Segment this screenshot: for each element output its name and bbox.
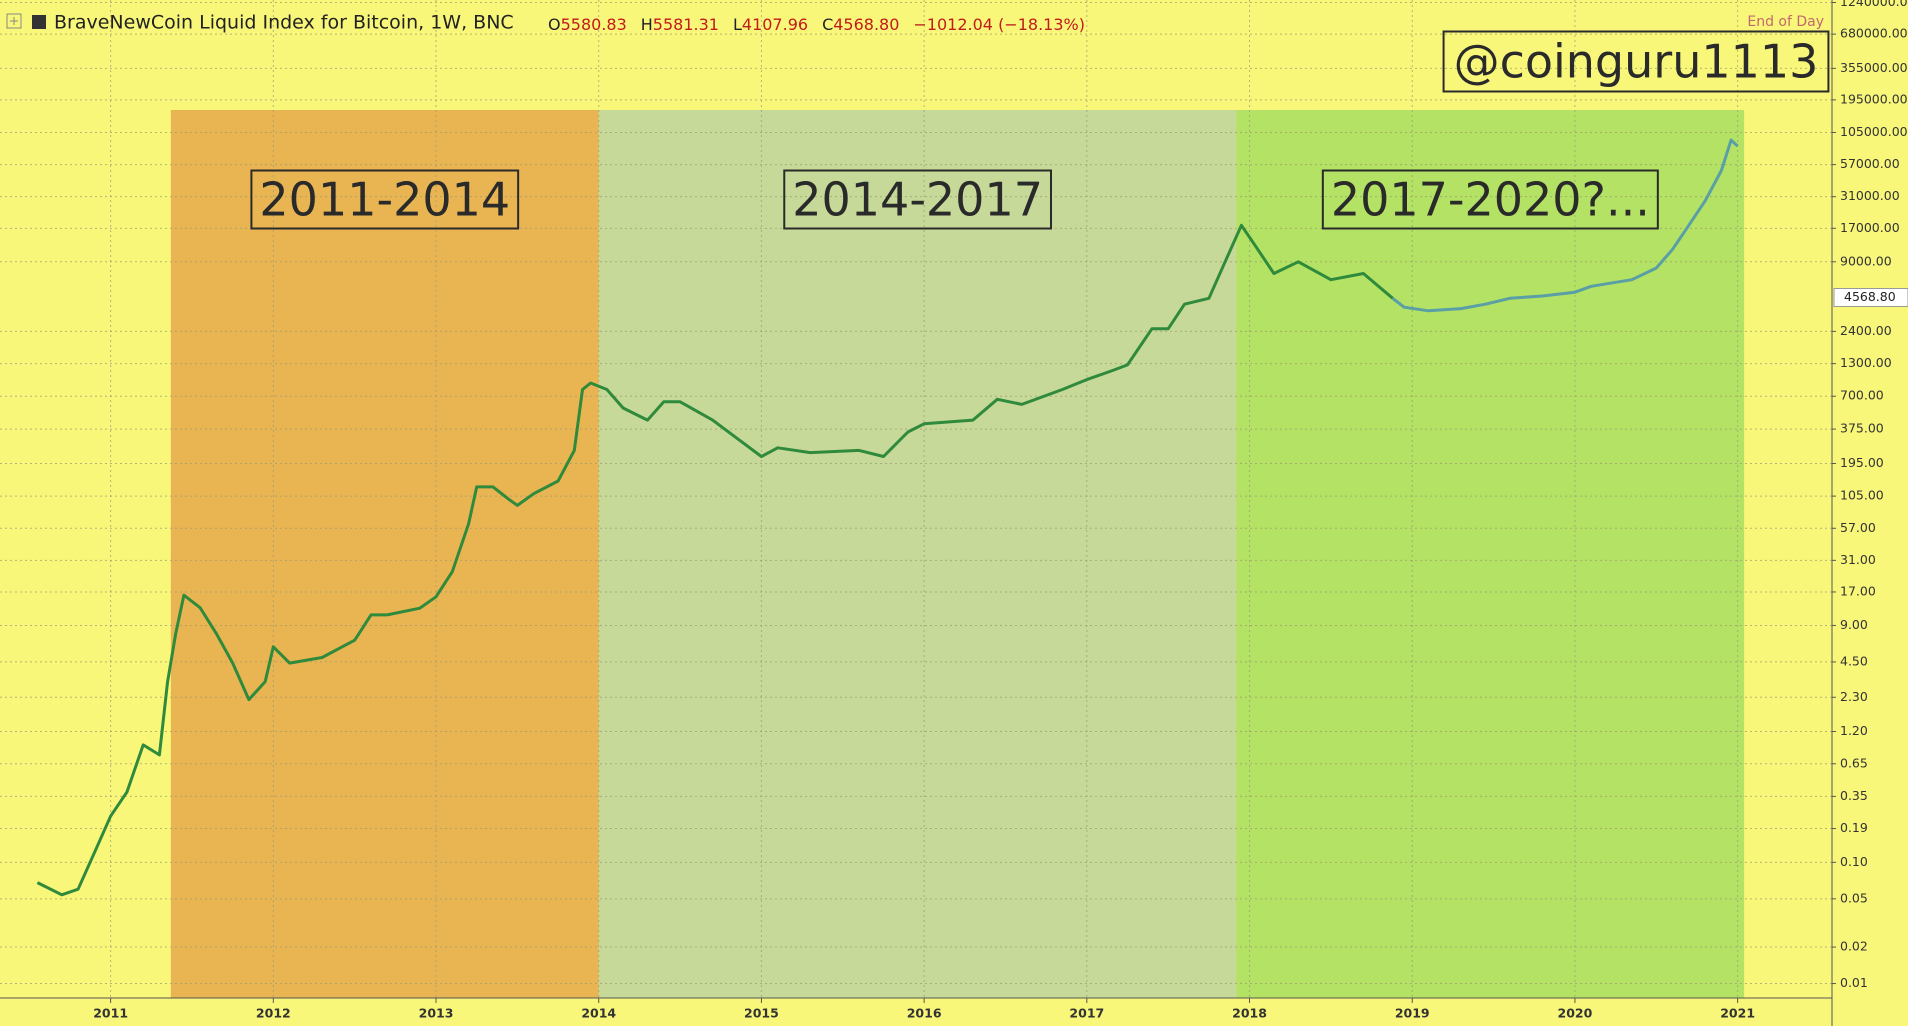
y-tick-label: 700.00 [1840,388,1884,403]
y-tick-label: 2400.00 [1840,323,1892,338]
x-tick-label: 2012 [256,1006,291,1021]
y-tick-label: 0.02 [1840,939,1868,954]
y-tick-label: 1300.00 [1840,355,1892,370]
x-tick-label: 2018 [1232,1006,1267,1021]
ohlc-value: 4107.96 [742,15,808,34]
x-tick-label: 2015 [744,1006,779,1021]
y-tick-label: 105.00 [1840,488,1884,503]
y-tick-label: 355000.00 [1840,60,1908,75]
y-tick-label: 1240000.00 [1840,0,1908,9]
era-label: 2014-2017 [792,173,1043,227]
era-label-box [250,169,520,230]
expand-icon [10,17,18,25]
x-tick-label: 2014 [581,1006,616,1021]
era-label-box [1321,169,1659,230]
y-tick-label: 0.65 [1840,755,1868,770]
y-tick-label: 31.00 [1840,552,1876,567]
y-tick-label: 105000.00 [1840,124,1908,139]
x-tick-label: 2021 [1720,1006,1755,1021]
ohlc-value: 5580.83 [561,15,627,34]
y-tick-label: 17.00 [1840,583,1876,598]
y-tick-label: 9.00 [1840,617,1868,632]
symbol-icon [32,15,46,29]
y-tick-label: 195000.00 [1840,91,1908,106]
watermark: @coinguru1113 [1454,35,1819,89]
ohlc-key: O [548,15,561,34]
y-tick-label: 375.00 [1840,421,1884,436]
interval-mode[interactable]: End of Day [1747,14,1824,30]
ohlc-values: O5580.83 H5581.31 L4107.96 C4568.80 −1012.04… [548,15,1085,34]
era-region [598,110,1237,998]
y-tick-label: 0.35 [1840,788,1868,803]
ohlc-value: 5581.31 [653,15,719,34]
y-tick-label: 2.30 [1840,689,1868,704]
watermark-box [1442,30,1830,93]
y-tick-label: 4.50 [1840,653,1868,668]
ohlc-key: H [641,15,653,34]
y-tick-label: 0.05 [1840,890,1868,905]
x-tick-label: 2020 [1558,1006,1593,1021]
header: BraveNewCoin Liquid Index for Bitcoin, 1… [6,12,1824,34]
x-tick-label: 2013 [419,1006,454,1021]
ohlc-value: 4568.80 [833,15,899,34]
chart-title: BraveNewCoin Liquid Index for Bitcoin, 1… [54,12,514,34]
x-tick-label: 2017 [1069,1006,1104,1021]
ohlc-key: C [822,15,833,34]
regions [170,110,1745,998]
price-line [1391,138,1739,313]
y-tick-label: 1.20 [1840,723,1868,738]
price-line [36,223,1394,897]
last-price-label: 4568.80 [1844,289,1896,304]
x-tick-label: 2016 [907,1006,942,1021]
x-tick-label: 2019 [1395,1006,1430,1021]
era-region [1236,110,1745,998]
y-tick-label: 57000.00 [1840,156,1900,171]
era-region [170,110,599,998]
era-label: 2017-2020?... [1331,173,1650,227]
last-price-tag [1833,287,1908,307]
plot: 2011-2014 2014-2017 2017-2020?... @coinguru… [36,30,1830,897]
y-tick-label: 0.01 [1840,975,1868,990]
era-label-box [783,169,1052,230]
price-change: −1012.04 (−18.13%) [913,15,1085,34]
axes: 0.01 0.02 0.05 0.10 0.19 0.35 0.65 1.20 2.30 4.50… [93,0,1908,1021]
x-tick-label: 2011 [93,1006,128,1021]
ohlc-key: L [733,15,742,34]
era-label: 2011-2014 [259,173,510,227]
y-tick-label: 0.10 [1840,854,1868,869]
y-tick-label: 17000.00 [1840,220,1900,235]
expand-button[interactable] [6,13,22,29]
y-tick-label: 31000.00 [1840,188,1900,203]
y-tick-label: 9000.00 [1840,253,1892,268]
y-tick-label: 57.00 [1840,520,1876,535]
y-tick-label: 680000.00 [1840,26,1908,41]
y-tick-label: 195.00 [1840,455,1884,470]
y-tick-label: 0.19 [1840,820,1868,835]
